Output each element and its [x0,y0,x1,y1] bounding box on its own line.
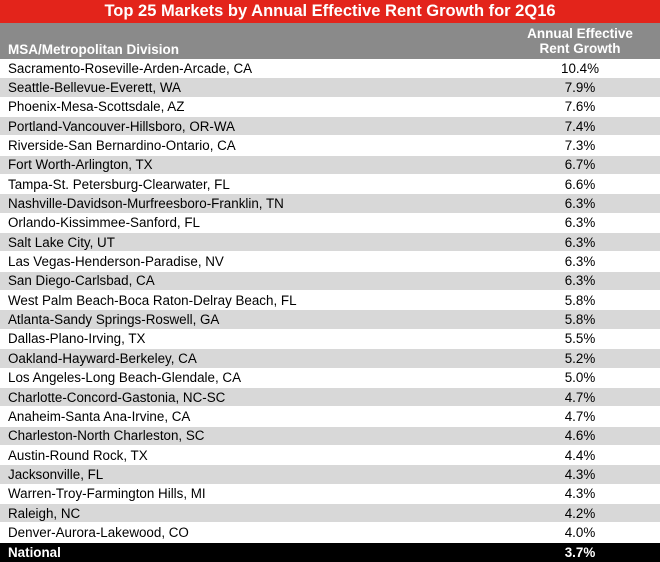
table-row: Portland-Vancouver-Hillsboro, OR-WA 7.4% [0,116,660,137]
table-row: Seattle-Bellevue-Everett, WA 7.9% [0,77,660,98]
table-row: Charlotte-Concord-Gastonia, NC-SC 4.7% [0,387,660,408]
table-row: Orlando-Kissimmee-Sanford, FL 6.3% [0,213,660,234]
table-row: West Palm Beach-Boca Raton-Delray Beach,… [0,290,660,311]
msa-name-cell: Charlotte-Concord-Gastonia, NC-SC [0,387,500,408]
msa-name-cell: Anaheim-Santa Ana-Irvine, CA [0,406,500,427]
msa-name-cell: Las Vegas-Henderson-Paradise, NV [0,251,500,272]
table-row: Austin-Round Rock, TX 4.4% [0,445,660,466]
rent-growth-cell: 4.7% [500,406,660,427]
rent-growth-cell: 5.0% [500,368,660,388]
msa-name-cell: Sacramento-Roseville-Arden-Arcade, CA [0,59,500,79]
table-row: Phoenix-Mesa-Scottsdale, AZ 7.6% [0,97,660,118]
table-body: Sacramento-Roseville-Arden-Arcade, CA 10.… [0,59,660,543]
msa-name-cell: Dallas-Plano-Irving, TX [0,329,500,350]
rent-growth-cell: 10.4% [500,59,660,79]
column-header-growth-line1: Annual Effective [527,26,633,41]
table-row: Atlanta-Sandy Springs-Roswell, GA 5.8% [0,309,660,330]
column-header-growth: Annual Effective Rent Growth [500,26,660,56]
table-row: Sacramento-Roseville-Arden-Arcade, CA 10.… [0,59,660,79]
rent-growth-cell: 4.6% [500,426,660,446]
rent-growth-cell: 6.3% [500,193,660,214]
table-row: Los Angeles-Long Beach-Glendale, CA 5.0% [0,368,660,388]
rent-growth-cell: 4.7% [500,387,660,408]
table-row: Las Vegas-Henderson-Paradise, NV 6.3% [0,251,660,272]
table-row: Denver-Aurora-Lakewood, CO 4.0% [0,522,660,543]
rent-growth-cell: 4.4% [500,445,660,466]
table-row: San Diego-Carlsbad, CA 6.3% [0,271,660,292]
table-row: Salt Lake City, UT 6.3% [0,232,660,253]
msa-name-cell: Salt Lake City, UT [0,232,500,253]
msa-name-cell: Atlanta-Sandy Springs-Roswell, GA [0,309,500,330]
msa-name-cell: Denver-Aurora-Lakewood, CO [0,522,500,543]
table-row: Riverside-San Bernardino-Ontario, CA 7.3% [0,135,660,156]
table-row: Jacksonville, FL 4.3% [0,464,660,485]
msa-name-cell: Nashville-Davidson-Murfreesboro-Franklin… [0,193,500,214]
column-header-growth-line2: Rent Growth [539,41,621,56]
rent-growth-cell: 5.8% [500,290,660,311]
rent-growth-cell: 5.5% [500,329,660,350]
msa-name-cell: Orlando-Kissimmee-Sanford, FL [0,213,500,234]
rent-growth-cell: 4.0% [500,522,660,543]
rent-growth-cell: 6.3% [500,271,660,292]
msa-name-cell: Portland-Vancouver-Hillsboro, OR-WA [0,116,500,137]
msa-name-cell: Tampa-St. Petersburg-Clearwater, FL [0,174,500,195]
msa-name-cell: Seattle-Bellevue-Everett, WA [0,77,500,98]
national-label: National [0,542,500,562]
table-row: Fort Worth-Arlington, TX 6.7% [0,155,660,176]
column-header-row: MSA/Metropolitan Division Annual Effecti… [0,23,660,59]
national-row: National 3.7% [0,542,660,562]
data-table: Sacramento-Roseville-Arden-Arcade, CA 10.… [0,59,660,562]
rent-growth-cell: 7.9% [500,77,660,98]
rent-growth-cell: 6.6% [500,174,660,195]
column-header-msa: MSA/Metropolitan Division [8,42,180,57]
msa-name-cell: Phoenix-Mesa-Scottsdale, AZ [0,97,500,118]
rent-growth-cell: 6.3% [500,213,660,234]
msa-name-cell: Warren-Troy-Farmington Hills, MI [0,484,500,504]
msa-name-cell: Charleston-North Charleston, SC [0,426,500,446]
msa-name-cell: Jacksonville, FL [0,464,500,485]
msa-name-cell: Los Angeles-Long Beach-Glendale, CA [0,368,500,388]
msa-name-cell: Austin-Round Rock, TX [0,445,500,466]
rent-growth-cell: 5.8% [500,309,660,330]
rent-growth-cell: 5.2% [500,348,660,369]
table-row: Raleigh, NC 4.2% [0,503,660,524]
table-row: Dallas-Plano-Irving, TX 5.5% [0,329,660,350]
rent-growth-cell: 6.7% [500,155,660,176]
table-row: Anaheim-Santa Ana-Irvine, CA 4.7% [0,406,660,427]
rent-growth-cell: 7.3% [500,135,660,156]
rent-growth-cell: 4.2% [500,503,660,524]
msa-name-cell: Riverside-San Bernardino-Ontario, CA [0,135,500,156]
table-row: Tampa-St. Petersburg-Clearwater, FL 6.6% [0,174,660,195]
msa-name-cell: Fort Worth-Arlington, TX [0,155,500,176]
msa-name-cell: San Diego-Carlsbad, CA [0,271,500,292]
rent-growth-cell: 6.3% [500,251,660,272]
rent-growth-cell: 7.4% [500,116,660,137]
rent-growth-cell: 4.3% [500,464,660,485]
msa-name-cell: West Palm Beach-Boca Raton-Delray Beach,… [0,290,500,311]
rent-growth-cell: 6.3% [500,232,660,253]
table-row: Nashville-Davidson-Murfreesboro-Franklin… [0,193,660,214]
msa-name-cell: Raleigh, NC [0,503,500,524]
table-row: Warren-Troy-Farmington Hills, MI 4.3% [0,484,660,504]
table-row: Charleston-North Charleston, SC 4.6% [0,426,660,446]
rent-growth-cell: 4.3% [500,484,660,504]
table-row: Oakland-Hayward-Berkeley, CA 5.2% [0,348,660,369]
rent-growth-cell: 7.6% [500,97,660,118]
msa-name-cell: Oakland-Hayward-Berkeley, CA [0,348,500,369]
table-title: Top 25 Markets by Annual Effective Rent … [0,0,660,23]
national-value: 3.7% [500,542,660,562]
